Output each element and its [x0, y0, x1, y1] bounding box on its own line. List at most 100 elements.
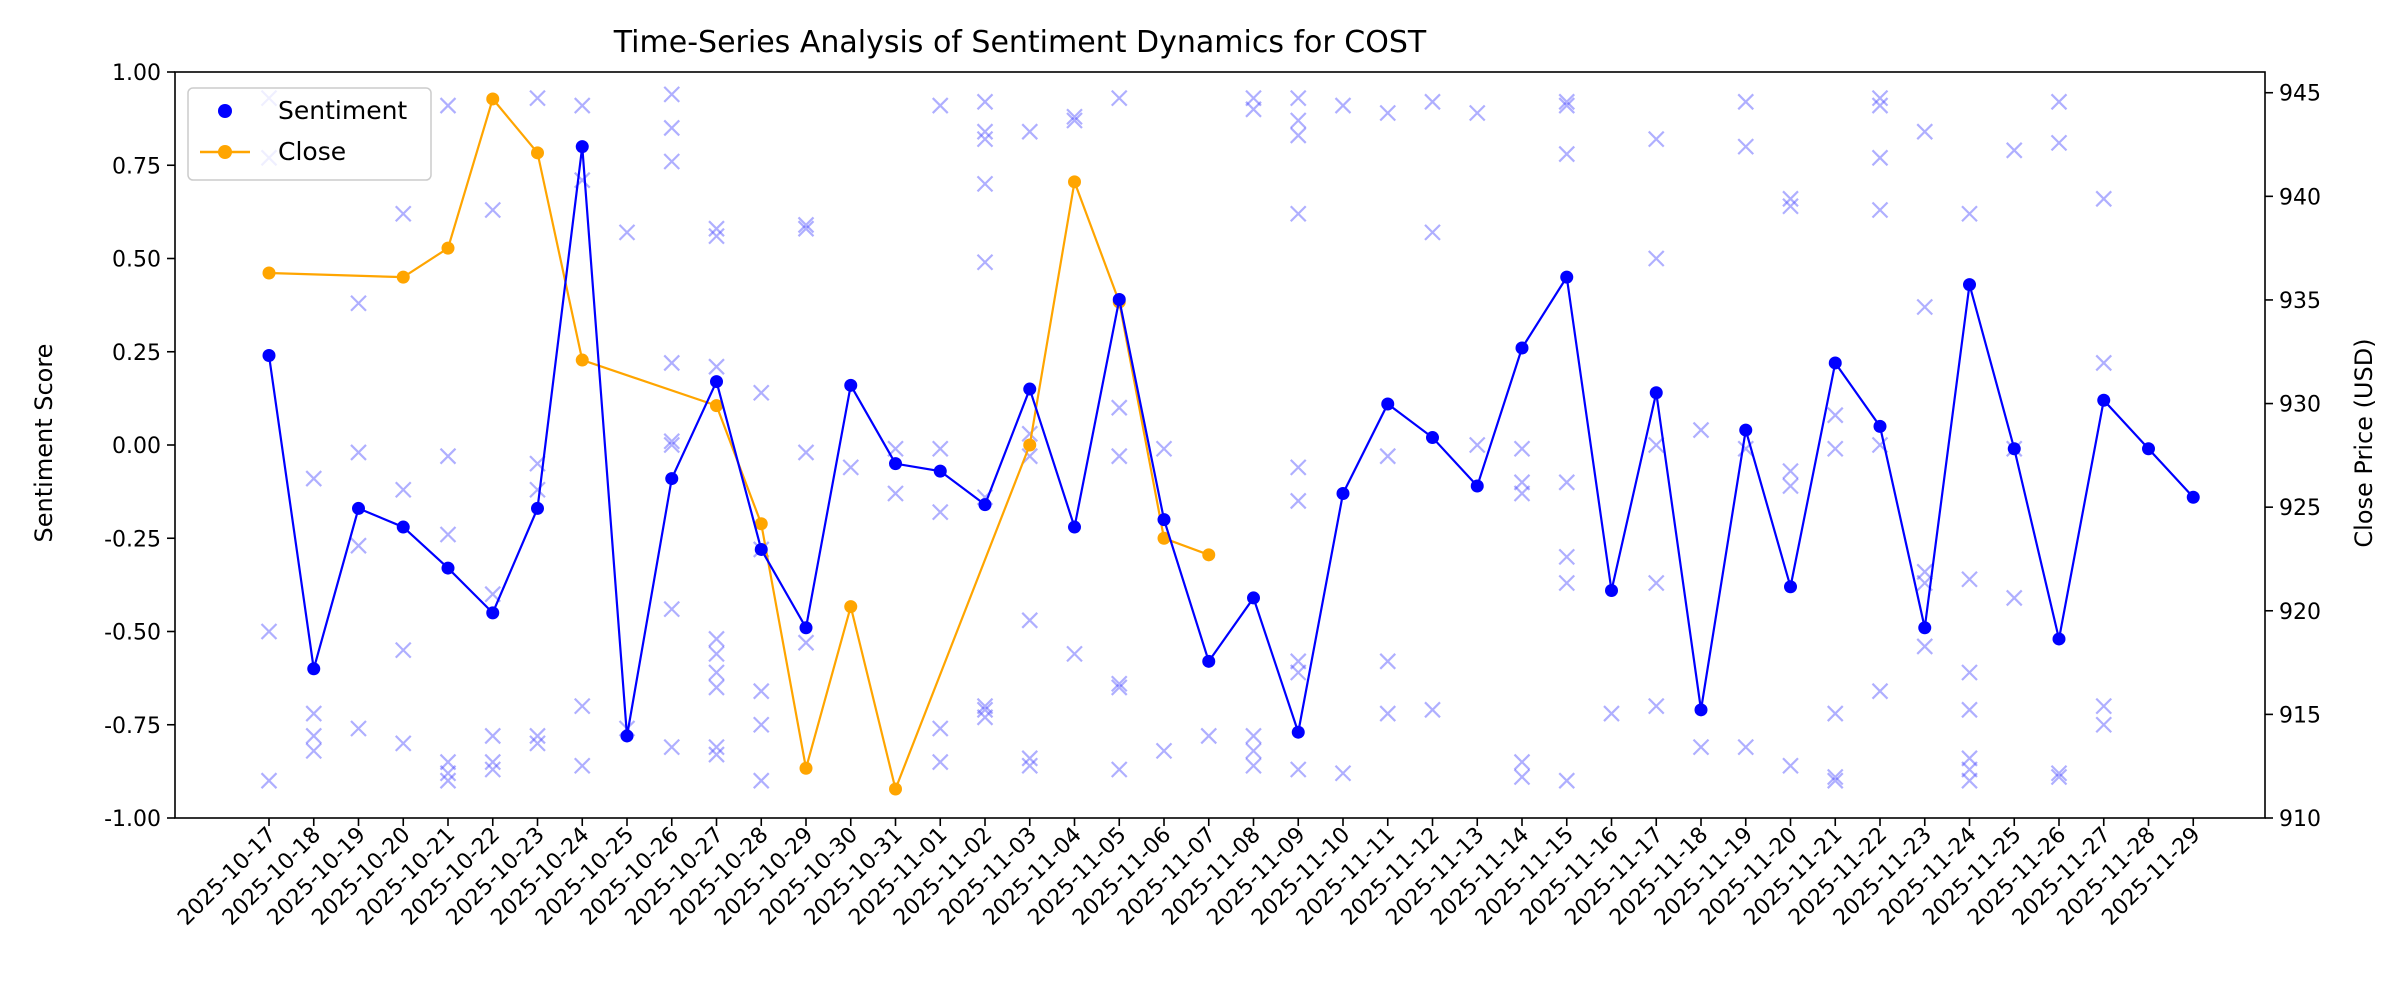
scatter-x-mark: [708, 220, 725, 237]
scatter-x-mark: [708, 679, 725, 696]
scatter-point: [350, 444, 367, 461]
scatter-x-mark: [484, 201, 502, 219]
scatter-x-mark: [708, 746, 725, 763]
scatter-point: [976, 697, 994, 715]
sentiment-point: [1381, 397, 1395, 411]
scatter-point: [1066, 645, 1083, 663]
scatter-point: [260, 772, 278, 789]
scatter-point: [573, 97, 591, 114]
scatter-x-mark: [797, 220, 815, 237]
scatter-x-mark: [1961, 571, 1978, 588]
scatter-x-mark: [1066, 108, 1083, 126]
scatter-x-mark: [663, 86, 681, 103]
scatter-point: [305, 470, 323, 487]
scatter-x-mark: [752, 716, 770, 734]
scatter-point: [305, 727, 323, 745]
scatter-x-mark: [1513, 768, 1531, 786]
scatter-x-mark: [1334, 97, 1352, 114]
scatter-x-mark: [752, 682, 770, 700]
scatter-point: [439, 772, 457, 789]
scatter-point: [1558, 474, 1576, 491]
sentiment-point: [1247, 591, 1260, 605]
scatter-point: [1245, 101, 1262, 118]
scatter-x-mark: [1961, 701, 1978, 719]
scatter-x-mark: [1289, 205, 1307, 223]
scatter-point: [1782, 477, 1799, 495]
scatter-x-mark: [1289, 492, 1307, 510]
scatter-point: [484, 753, 502, 771]
close-point: [754, 517, 768, 531]
scatter-point: [1826, 768, 1844, 786]
scatter-x-mark: [1916, 123, 1934, 140]
scatter-point: [2050, 93, 2068, 111]
scatter-x-mark: [1021, 123, 1039, 140]
scatter-x-mark: [976, 93, 994, 111]
scatter-point: [708, 746, 725, 763]
y-tick-label: -1.00: [104, 807, 161, 832]
scatter-x-mark: [752, 384, 770, 402]
scatter-point: [1916, 298, 1934, 316]
scatter-x-mark: [573, 97, 591, 114]
scatter-x-mark: [976, 253, 994, 271]
close-point: [1202, 548, 1216, 562]
scatter-x-mark: [573, 697, 591, 715]
y2-tick-label: 940: [2279, 185, 2321, 210]
scatter-x-mark: [394, 205, 412, 223]
scatter-point: [484, 761, 502, 778]
scatter-point: [1289, 761, 1307, 778]
scatter-x-mark: [1468, 436, 1486, 454]
scatter-x-mark: [1737, 93, 1755, 111]
scatter-point: [1200, 727, 1218, 745]
scatter-point: [1782, 462, 1799, 480]
scatter-x-mark: [2050, 134, 2068, 152]
scatter-point: [2095, 716, 2113, 734]
scatter-point: [1513, 440, 1531, 458]
sentiment-point: [2142, 442, 2155, 456]
scatter-point: [931, 753, 949, 771]
sentiment-point: [889, 457, 902, 471]
scatter-point: [1334, 764, 1352, 782]
scatter-x-mark: [1379, 653, 1397, 670]
sentiment-point: [978, 498, 992, 512]
scatter-point: [1021, 123, 1039, 140]
scatter-point: [1424, 93, 1441, 111]
scatter-point: [394, 205, 412, 223]
scatter-point: [1066, 112, 1083, 129]
scatter-point: [1289, 459, 1307, 476]
y-tick-label: 0.00: [112, 434, 161, 459]
scatter-point: [439, 447, 457, 465]
scatter-point: [1289, 127, 1307, 144]
sentiment-point: [2007, 442, 2021, 456]
sentiment-point: [1649, 386, 1663, 400]
scatter-x-mark: [663, 354, 681, 372]
scatter-x-mark: [1200, 727, 1218, 745]
scatter-x-mark: [439, 526, 457, 543]
sentiment-point: [1784, 580, 1797, 594]
scatter-point: [1468, 104, 1486, 122]
scatter-x-mark: [752, 772, 770, 789]
scatter-x-mark: [931, 753, 949, 771]
scatter-point: [1647, 697, 1665, 715]
scatter-x-mark: [394, 641, 412, 659]
scatter-point: [1021, 612, 1039, 629]
scatter-x-mark: [1871, 89, 1889, 107]
scatter-point: [484, 727, 502, 745]
y2-tick-label: 910: [2279, 807, 2321, 832]
close-point: [1157, 531, 1171, 545]
scatter-x-mark: [350, 444, 367, 461]
scatter-x-mark: [1424, 701, 1441, 719]
scatter-point: [1110, 675, 1128, 692]
scatter-x-mark: [1961, 750, 1978, 767]
sentiment-point: [754, 542, 768, 556]
legend-box: [187, 87, 432, 181]
scatter-x-mark: [1961, 761, 1978, 778]
scatter-x-mark: [484, 727, 502, 745]
sentiment-point: [1694, 703, 1708, 717]
scatter-point: [1468, 436, 1486, 454]
scatter-x-mark: [1558, 97, 1576, 114]
scatter-point: [1826, 705, 1844, 722]
scatter-x-mark: [1289, 761, 1307, 778]
scatter-point: [1916, 638, 1934, 655]
scatter-x-mark: [931, 440, 949, 458]
scatter-point: [305, 705, 323, 722]
